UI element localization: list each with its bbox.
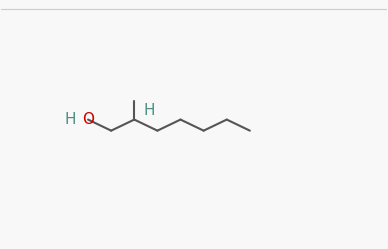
Text: H: H <box>144 103 156 119</box>
Text: H: H <box>65 112 76 127</box>
Text: O: O <box>82 112 94 127</box>
